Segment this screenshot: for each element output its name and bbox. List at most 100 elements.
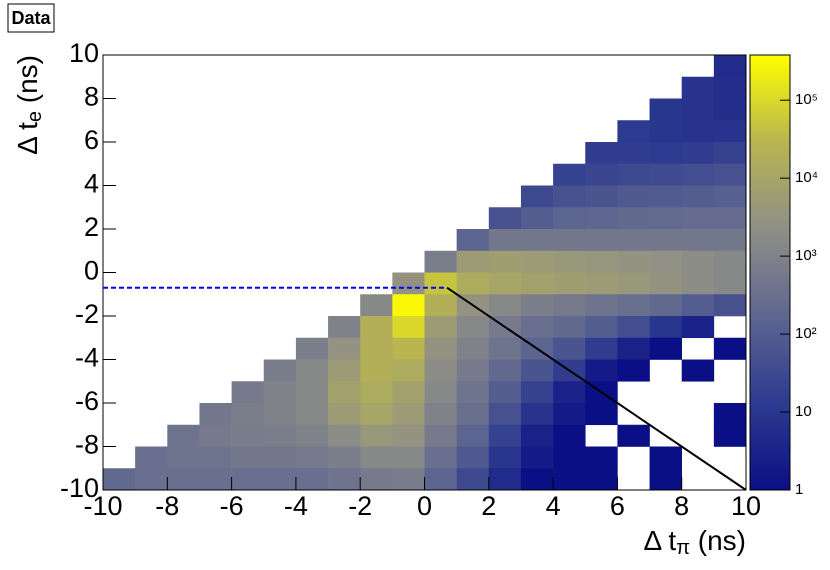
heatmap-cell	[585, 272, 618, 295]
heatmap-cell	[231, 381, 265, 404]
heatmap-cell	[103, 468, 136, 491]
heatmap-cell	[713, 337, 747, 360]
heatmap-cell	[681, 76, 715, 99]
colorbar-tick-label: 1	[795, 481, 803, 498]
heatmap-cell	[713, 424, 747, 447]
heatmap-cell	[681, 272, 715, 295]
heatmap-cell	[295, 337, 329, 360]
colorbar-tick-label: 10²	[795, 325, 817, 342]
ylabel-title: Δ te (ns)	[12, 55, 46, 155]
heatmap-cell	[617, 359, 650, 382]
heatmap-cell	[424, 403, 457, 426]
y-tick-label: -4	[75, 343, 99, 373]
heatmap-cell	[585, 316, 618, 339]
heatmap-cell	[553, 163, 586, 186]
ylabel-title-part: e	[24, 111, 46, 122]
heatmap-cell	[681, 142, 715, 165]
heatmap-cell	[520, 185, 554, 208]
heatmap-cell	[713, 142, 747, 165]
heatmap-cell	[713, 163, 747, 186]
heatmap-cell	[360, 424, 393, 447]
heatmap-cell	[617, 207, 650, 230]
x-tick-label: 0	[417, 491, 432, 521]
x-tick-label: -4	[284, 491, 308, 521]
heatmap-cell	[263, 359, 297, 382]
heatmap-cell	[585, 359, 618, 382]
heatmap-cell	[681, 207, 715, 230]
heatmap-cell	[488, 207, 522, 230]
y-tick-label: 0	[84, 256, 99, 286]
heatmap-cell	[392, 381, 425, 404]
heatmap-cell	[456, 272, 490, 295]
heatmap-cell	[649, 142, 682, 165]
heatmap-cell	[328, 381, 361, 404]
heatmap-cell	[456, 424, 490, 447]
label-box	[7, 3, 55, 33]
heatmap-cell	[295, 359, 329, 382]
heatmap-cell	[263, 424, 297, 447]
heatmap-cell	[295, 403, 329, 426]
heatmap-cell	[713, 294, 747, 317]
heatmap-cell	[617, 337, 650, 360]
heatmap-cell	[424, 337, 457, 360]
heatmap-cell	[649, 163, 682, 186]
heatmap-cell	[553, 250, 586, 273]
heatmap-cell	[681, 229, 715, 252]
heatmap-cell	[520, 294, 554, 317]
x-tick-label: 2	[481, 491, 496, 521]
heatmap-cell	[553, 403, 586, 426]
heatmap-cell	[553, 207, 586, 230]
heatmap-cell	[585, 185, 618, 208]
heatmap-cell	[713, 98, 747, 121]
heatmap-cell	[424, 468, 457, 491]
heatmap-cell	[553, 294, 586, 317]
heatmap-cell	[649, 120, 682, 143]
heatmap-cell	[295, 446, 329, 469]
heatmap-cell	[649, 294, 682, 317]
heatmap-cell	[360, 294, 393, 317]
heatmap-cell	[488, 424, 522, 447]
heatmap-cell	[328, 403, 361, 426]
heatmap-cell	[585, 294, 618, 317]
heatmap-cell	[424, 250, 457, 273]
heatmap-cell	[392, 403, 425, 426]
annotation-line	[446, 286, 747, 491]
heatmap-cell	[231, 468, 265, 491]
y-tick-label: 8	[84, 82, 99, 112]
ylabel-title-part: (ns)	[12, 55, 43, 111]
heatmap-cell	[520, 272, 554, 295]
heatmap-cell	[167, 468, 200, 491]
heatmap-cell	[456, 250, 490, 273]
heatmap-cell	[617, 185, 650, 208]
heatmap-cell	[328, 446, 361, 469]
heatmap-cell	[488, 272, 522, 295]
x-tick-label: 8	[674, 491, 689, 521]
heatmap-cell	[424, 424, 457, 447]
heatmap-cell	[392, 294, 425, 317]
heatmap-cell	[681, 120, 715, 143]
heatmap-cell	[553, 446, 586, 469]
y-tick-label: 10	[69, 38, 99, 68]
heatmap-cell	[553, 424, 586, 447]
heatmap-cell	[360, 468, 393, 491]
heatmap-cell	[392, 337, 425, 360]
heatmap-cell	[295, 468, 329, 491]
heatmap-cell	[488, 446, 522, 469]
heatmap-cell	[424, 316, 457, 339]
y-tick-label: 2	[84, 212, 99, 242]
heatmap-cell	[617, 294, 650, 317]
heatmap-cell	[328, 359, 361, 382]
heatmap-cell	[681, 185, 715, 208]
y-tick-label: 4	[84, 169, 99, 199]
y-tick-label: -10	[60, 473, 99, 503]
colorbar-tick-label: 10⁴	[795, 169, 818, 186]
heatmap-cell	[713, 55, 747, 78]
heatmap-cell	[456, 446, 490, 469]
heatmap-cell	[456, 229, 490, 252]
heatmap-cell	[649, 98, 682, 121]
heatmap-cell	[488, 229, 522, 252]
heatmap-cell	[199, 446, 232, 469]
heatmap-cell	[520, 250, 554, 273]
heatmap-cell	[681, 359, 715, 382]
heatmap-cell	[553, 185, 586, 208]
